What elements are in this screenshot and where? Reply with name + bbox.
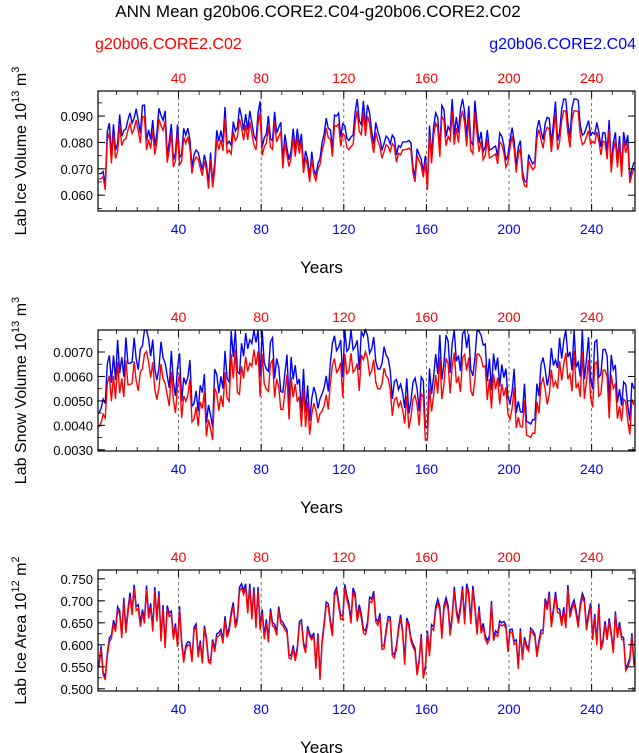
- xtick-label-bottom: 40: [171, 461, 187, 477]
- panel-2: 0.0030 0.0040 0.0050 0.0060 0.0070 40 40 80 80 12…: [10, 297, 636, 517]
- xtick-label-bottom: 200: [497, 461, 521, 477]
- x-axis-label: Years: [300, 738, 343, 753]
- xtick-label-top: 40: [171, 549, 187, 565]
- xtick-label-bottom: 240: [580, 221, 604, 237]
- xtick-label-top: 240: [580, 70, 604, 86]
- series-line-c02: [98, 349, 635, 441]
- xtick-label-bottom: 40: [171, 221, 187, 237]
- ytick-label: 0.650: [60, 616, 93, 631]
- ytick-label: 0.0060: [53, 369, 93, 384]
- ytick-label: 0.0070: [53, 345, 93, 360]
- ytick-label: 0.0030: [53, 443, 93, 458]
- xtick-label-top: 240: [580, 549, 604, 565]
- xtick-label-bottom: 80: [253, 221, 269, 237]
- xtick-label-bottom: 240: [580, 701, 604, 717]
- plot-frame: [97, 329, 636, 452]
- ytick-label: 0.700: [60, 594, 93, 609]
- x-axis-label: Years: [300, 498, 343, 517]
- xtick-label-top: 120: [332, 309, 356, 325]
- xtick-label-top: 80: [253, 309, 269, 325]
- legend-left-label: g20b06.CORE2.C02: [95, 36, 242, 53]
- legend-right-label: g20b06.CORE2.C04: [489, 36, 636, 53]
- xtick-label-top: 40: [171, 309, 187, 325]
- xtick-label-bottom: 200: [497, 701, 521, 717]
- xtick-label-top: 80: [253, 70, 269, 86]
- xtick-label-top: 160: [415, 309, 439, 325]
- ytick-label: 0.0040: [53, 418, 93, 433]
- xtick-label-bottom: 160: [415, 701, 439, 717]
- xtick-label-top: 160: [415, 70, 439, 86]
- panel-1: 0.060 0.070 0.080 0.090 40 40 80 80 120 120 160 160…: [10, 67, 636, 277]
- xtick-label-bottom: 80: [253, 461, 269, 477]
- plot-frame: [97, 90, 636, 212]
- xtick-label-top: 240: [580, 309, 604, 325]
- ytick-label: 0.070: [60, 162, 93, 177]
- panel-3: 0.500 0.550 0.600 0.650 0.700 0.750 40 40 80 80 12…: [10, 549, 636, 753]
- xtick-label-bottom: 120: [332, 221, 356, 237]
- xtick-label-top: 200: [497, 309, 521, 325]
- xtick-label-top: 200: [497, 549, 521, 565]
- xtick-label-top: 160: [415, 549, 439, 565]
- ytick-label: 0.600: [60, 638, 93, 653]
- xtick-label-top: 40: [171, 70, 187, 86]
- xtick-label-bottom: 120: [332, 461, 356, 477]
- xtick-label-top: 200: [497, 70, 521, 86]
- plot-frame: [97, 569, 636, 692]
- ytick-label: 0.0050: [53, 394, 93, 409]
- series-line-c04: [98, 98, 635, 186]
- series-line-c02: [98, 585, 635, 681]
- xtick-label-bottom: 240: [580, 461, 604, 477]
- ytick-label: 0.750: [60, 572, 93, 587]
- series-line-c02: [98, 110, 635, 191]
- xtick-label-bottom: 40: [171, 701, 187, 717]
- series-line-c04: [98, 327, 635, 428]
- xtick-label-top: 120: [332, 70, 356, 86]
- ytick-label: 0.080: [60, 135, 93, 150]
- xtick-label-bottom: 120: [332, 701, 356, 717]
- xtick-label-bottom: 200: [497, 221, 521, 237]
- panels: 0.060 0.070 0.080 0.090 40 40 80 80 120 120 160 160…: [10, 67, 636, 753]
- xtick-label-bottom: 160: [415, 461, 439, 477]
- figure-title: ANN Mean g20b06.CORE2.C04-g20b06.CORE2.C…: [115, 2, 520, 21]
- y-axis-label: Lab Ice Volume 1013 m3: [10, 67, 30, 236]
- xtick-label-bottom: 80: [253, 701, 269, 717]
- y-axis-label: Lab Ice Area 1012 m2: [10, 556, 30, 704]
- ytick-label: 0.060: [60, 188, 93, 203]
- xtick-label-bottom: 160: [415, 221, 439, 237]
- y-axis-label: Lab Snow Volume 1013 m3: [10, 297, 30, 484]
- ytick-label: 0.550: [60, 660, 93, 675]
- ytick-label: 0.500: [60, 682, 93, 697]
- ytick-label: 0.090: [60, 109, 93, 124]
- x-axis-label: Years: [300, 258, 343, 277]
- xtick-label-top: 80: [253, 549, 269, 565]
- xtick-label-top: 120: [332, 549, 356, 565]
